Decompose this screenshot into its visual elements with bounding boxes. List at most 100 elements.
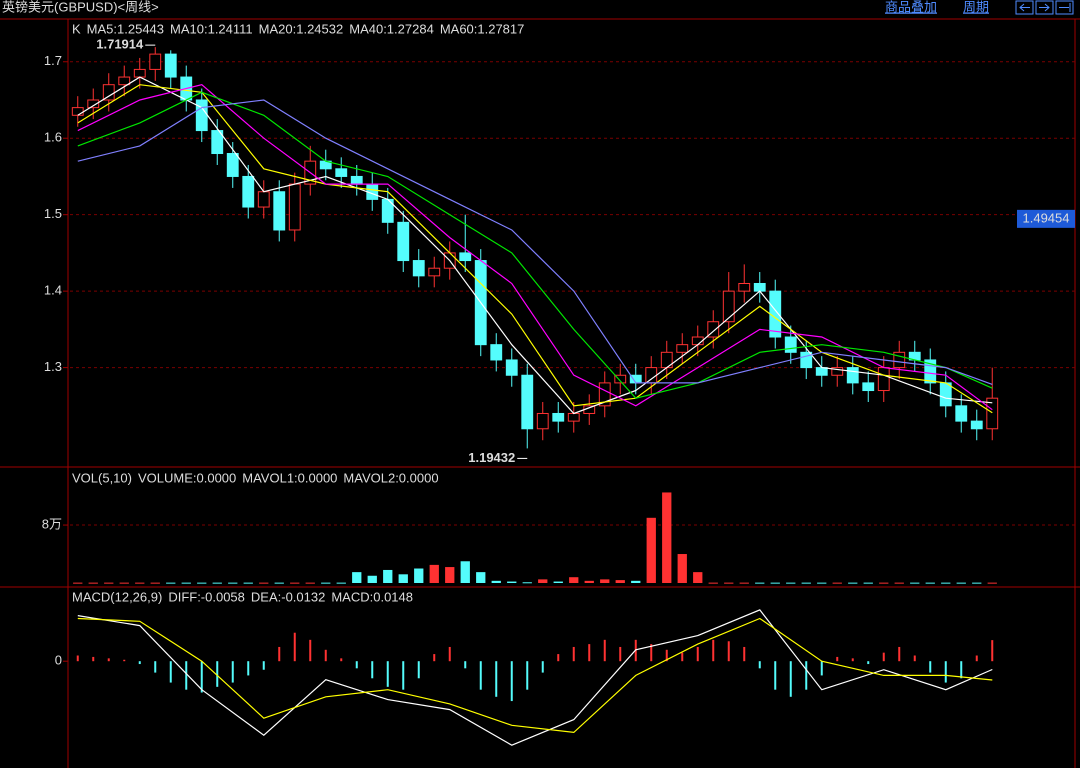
volume-bar [925,582,935,584]
macd-bar [154,661,157,673]
volume-bar [259,582,269,584]
ma-line [77,99,993,385]
volume-bar [832,582,842,584]
candle-body [552,412,565,422]
volume-bar [801,582,811,584]
ma-line [77,617,993,734]
volume-bar [894,582,904,584]
page-title: 英镑美元(GBPUSD)<周线> [2,0,159,14]
legend-entry: MA20:1.24532 [259,21,344,36]
macd-bar [138,661,141,665]
volume-bar [88,582,98,584]
macd-bar [541,661,544,673]
nav-right-icon [1039,3,1050,12]
macd-bar [650,644,653,662]
macd-bar [882,652,885,662]
candle-body [149,53,162,70]
macd-bar [340,658,343,662]
nav-left[interactable] [1015,0,1034,15]
macd-bar [417,661,420,679]
nav-end[interactable] [1055,0,1074,15]
macd-bar [975,655,978,662]
candle-body [970,420,983,430]
volume-bar [352,572,362,583]
macd-bar [92,656,95,662]
macd-bar [123,659,126,662]
volume-bar [228,582,238,584]
volume-bar [956,582,966,584]
macd-bar [526,661,529,690]
macd-bar [727,641,730,662]
volume-bar [166,582,176,584]
macd-bar [929,661,932,673]
candle-body [133,68,146,78]
candle-body [195,99,208,132]
volume-bar [987,582,997,584]
volume-bar [553,581,563,583]
candle-body [428,267,441,277]
candle-body [71,107,84,116]
candle-body [598,382,611,407]
macd-bar [231,661,234,683]
macd-bar [200,661,203,693]
candle-body [350,175,363,185]
candle-body [335,168,348,177]
legend-entry: MA40:1.27284 [349,21,434,36]
ma-line [77,76,993,415]
legend-entry: MA60:1.27817 [440,21,525,36]
macd-bar [743,646,746,662]
volume-bar [491,580,501,583]
period-link[interactable]: 周期 [963,0,989,14]
y-tick-label: 1.3 [44,359,62,374]
low-label: 1.19432 [468,450,515,465]
nav-left-icon [1019,3,1030,12]
candle-body [831,367,844,376]
macd-bar [758,661,761,669]
volume-bar [135,582,145,584]
volume-bar [321,582,331,584]
macd-bar [898,646,901,662]
volume-bar [212,582,222,584]
volume-bar [941,582,951,584]
candle-body [924,359,937,384]
overlay-link[interactable]: 商品叠加 [885,0,937,14]
volume-bar [739,582,749,584]
y-tick-label: 0 [55,653,62,668]
macd-bar [867,661,870,665]
y-tick-label: 1.6 [44,130,62,145]
candle-body [164,53,177,78]
legend-entry: VOLUME:0.0000 [138,470,236,485]
candle-body [536,412,549,430]
candle-body [412,260,425,277]
macd-bar [76,655,79,662]
volume-bar [445,567,455,583]
y-tick-label: 1.5 [44,206,62,221]
volume-bar [863,582,873,584]
cursor-price-box [1017,209,1075,228]
macd-bar [495,661,498,697]
macd-bar [774,661,777,690]
macd-bar [402,661,405,690]
candle-body [242,175,255,208]
volume-bar [104,582,114,584]
y-tick-label: 1.7 [44,53,62,68]
candle-body [676,344,689,353]
volume-bar [367,575,377,583]
candle-body [877,367,890,392]
candle-body [521,374,534,430]
nav-buttons[interactable] [1015,0,1074,15]
volume-bar [848,582,858,584]
macd-bar [433,654,436,662]
macd-bar [944,661,947,683]
macd-bar [293,632,296,662]
candle-body [273,191,286,231]
legend-entry: VOL(5,10) [72,470,132,485]
volume-bar [507,581,517,583]
nav-right[interactable] [1035,0,1054,15]
volume-bar [414,568,424,583]
volume-bar [662,492,672,583]
candle-body [288,183,301,231]
candle-body [986,397,999,430]
candle-body [800,351,813,369]
